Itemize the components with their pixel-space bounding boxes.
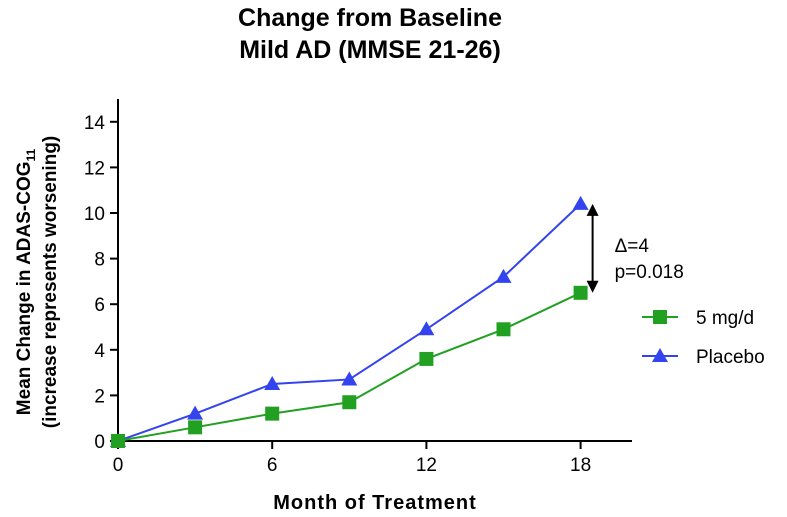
data-point xyxy=(418,321,435,336)
y-tick-label: 6 xyxy=(94,295,105,316)
data-point xyxy=(188,420,203,435)
data-point xyxy=(264,376,281,390)
legend-item: 5 mg/d xyxy=(642,308,754,329)
data-point xyxy=(495,268,512,283)
series-layer xyxy=(110,195,589,448)
data-point xyxy=(496,322,511,337)
chart-title-line-1: Change from Baseline xyxy=(238,4,502,32)
data-point xyxy=(187,405,204,420)
series-5-mg-d xyxy=(111,285,588,448)
data-point xyxy=(111,434,125,448)
data-point xyxy=(265,406,280,421)
y-axis-label-line-1: Mean Change in ADAS-COG11 xyxy=(14,148,38,415)
x-axis-label: Month of Treatment xyxy=(273,492,477,514)
data-point xyxy=(342,395,357,410)
difference-arrow-head-down xyxy=(586,280,599,293)
y-axis-label-main: Mean Change in ADAS-COG xyxy=(14,161,35,415)
legend: 5 mg/d Placebo xyxy=(642,308,765,368)
y-axis-label-group: Mean Change in ADAS-COG11 (increase repr… xyxy=(14,136,61,429)
legend-marker xyxy=(652,348,668,362)
y-tick-label: 2 xyxy=(94,386,105,407)
legend-marker xyxy=(653,310,667,324)
y-axis-label-subscript: 11 xyxy=(24,148,38,161)
y-axis-label-line-2: (increase represents worsening) xyxy=(40,136,61,429)
y-tick-label: 12 xyxy=(84,158,105,179)
annotation-text-line: p=0.018 xyxy=(615,262,684,283)
legend-item: Placebo xyxy=(642,347,765,368)
x-tick-label: 0 xyxy=(113,455,124,476)
y-tick-label: 14 xyxy=(84,113,106,134)
axes: 0 2 4 6 8 10 12 14 0 6 12 18 xyxy=(84,99,632,476)
y-tick-label: 10 xyxy=(84,204,105,225)
x-tick-label: 12 xyxy=(416,455,437,476)
y-tick-label: 0 xyxy=(94,432,105,453)
series-line xyxy=(117,291,582,442)
legend-label: Placebo xyxy=(696,347,765,368)
annotation-layer: Δ=4 p=0.018 xyxy=(586,203,684,293)
data-point xyxy=(419,351,434,366)
series-placebo xyxy=(110,195,589,447)
x-tick-label: 6 xyxy=(267,455,278,476)
x-tick-label: 18 xyxy=(570,455,591,476)
y-tick-label: 4 xyxy=(94,341,105,362)
data-point xyxy=(572,195,589,210)
data-point xyxy=(573,285,588,300)
annotation-text-line: Δ=4 xyxy=(615,236,650,257)
difference-arrow-head-up xyxy=(586,203,599,216)
y-tick-label: 8 xyxy=(94,250,105,271)
legend-label: 5 mg/d xyxy=(696,308,754,329)
data-point xyxy=(341,371,358,386)
chart-title-line-2: Mild AD (MMSE 21-26) xyxy=(239,36,501,64)
